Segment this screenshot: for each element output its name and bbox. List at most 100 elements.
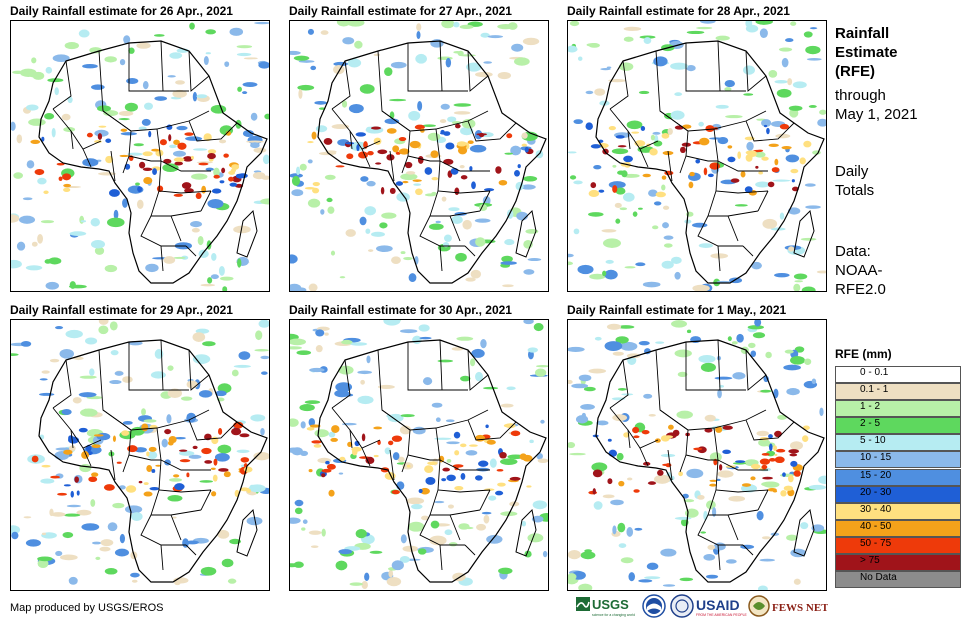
rain-cell <box>213 167 220 177</box>
rain-cell <box>264 113 269 120</box>
rain-cell <box>594 88 606 96</box>
heavy-rain-cell <box>799 157 806 165</box>
rain-cell <box>480 32 490 38</box>
rain-cell <box>236 45 253 49</box>
rain-cell <box>359 84 375 94</box>
through-date: through May 1, 2021 <box>835 86 960 124</box>
rain-cell <box>466 62 482 72</box>
rain-cell <box>304 400 321 405</box>
rain-cell <box>94 129 109 137</box>
rain-cell <box>573 228 580 235</box>
rain-cell <box>417 100 423 111</box>
country-border <box>361 148 371 168</box>
rain-cell <box>308 283 318 291</box>
rain-cell <box>577 56 583 61</box>
rain-cell <box>162 163 179 173</box>
rainfall-map <box>567 319 827 591</box>
rain-cell <box>51 127 56 138</box>
rain-cell <box>671 256 682 264</box>
country-border <box>479 190 491 212</box>
rain-cell <box>604 341 623 351</box>
heavy-rain-cell <box>91 444 101 449</box>
heavy-rain-cell <box>485 424 489 429</box>
through-label: through <box>835 87 886 104</box>
rain-cell <box>161 438 168 448</box>
rain-cell <box>233 364 251 368</box>
country-border <box>102 110 210 132</box>
rain-cell <box>55 550 63 556</box>
rain-cell <box>573 180 583 185</box>
rain-cell <box>427 132 441 142</box>
coastline <box>595 339 825 583</box>
rain-cell <box>711 507 717 517</box>
coastline <box>38 40 268 284</box>
rain-cell <box>11 525 21 535</box>
rain-cell <box>388 569 394 578</box>
rain-cell <box>578 583 593 590</box>
rain-cell <box>63 127 76 132</box>
heavy-rain-cell <box>761 156 769 161</box>
heavy-rain-cell <box>367 151 374 156</box>
rain-cell <box>588 368 607 374</box>
rain-cell <box>481 511 492 515</box>
rain-cell <box>41 532 47 536</box>
rain-cell <box>805 45 821 55</box>
heavy-rain-cell <box>174 483 185 491</box>
rain-cell <box>685 508 699 518</box>
legend-swatch <box>835 451 961 469</box>
heavy-rain-cell <box>689 171 695 177</box>
rain-cell <box>527 257 542 262</box>
rain-cell <box>686 30 705 35</box>
heavy-rain-cell <box>774 430 782 438</box>
legend-swatch <box>835 434 961 452</box>
heavy-rain-cell <box>655 191 666 198</box>
country-border <box>160 339 189 391</box>
country-border <box>727 514 739 541</box>
country-border <box>679 429 689 473</box>
rain-cell <box>600 68 611 71</box>
rain-cell <box>709 137 724 140</box>
svg-text:science for a changing world: science for a changing world <box>592 613 635 617</box>
rain-cell <box>523 269 535 275</box>
rain-cell <box>81 523 100 531</box>
rain-cell <box>734 204 748 207</box>
rain-cell <box>315 329 325 337</box>
heavy-rain-cell <box>213 458 218 466</box>
rain-cell <box>662 205 670 210</box>
rain-cell <box>200 283 216 287</box>
rain-cell <box>646 562 659 571</box>
panel-title: Daily Rainfall estimate for 29 Apr., 202… <box>10 303 233 317</box>
heavy-rain-cell <box>312 187 320 194</box>
rain-cell <box>428 223 444 230</box>
heavy-rain-cell <box>767 488 777 492</box>
svg-text:FROM THE AMERICAN PEOPLE: FROM THE AMERICAN PEOPLE <box>696 613 748 617</box>
rain-cell <box>250 112 258 121</box>
heavy-rain-cell <box>478 132 485 138</box>
country-border <box>449 215 461 242</box>
legend-swatch <box>835 502 961 520</box>
rain-cell <box>806 57 822 61</box>
rain-cell <box>758 438 771 447</box>
rain-cell <box>69 231 87 236</box>
rain-cell <box>127 152 143 156</box>
rain-cell <box>819 407 824 417</box>
rain-cell <box>309 367 325 373</box>
rain-cell <box>172 89 187 98</box>
heavy-rain-cell <box>727 145 733 149</box>
rain-cell <box>23 516 32 519</box>
rain-cell <box>360 176 369 182</box>
heavy-rain-cell <box>588 189 600 198</box>
country-border <box>639 148 649 168</box>
rain-cell <box>49 508 54 517</box>
rain-cell <box>290 50 301 55</box>
heavy-rain-cell <box>41 464 51 468</box>
rain-cell <box>167 365 174 371</box>
rain-cell <box>37 177 47 185</box>
heavy-rain-cell <box>640 126 646 131</box>
country-border <box>82 447 92 467</box>
rain-cell <box>816 270 826 274</box>
rain-cell <box>755 181 770 188</box>
rain-cell <box>532 500 548 510</box>
heavy-rain-cell <box>74 476 79 483</box>
heavy-rain-cell <box>63 484 71 487</box>
